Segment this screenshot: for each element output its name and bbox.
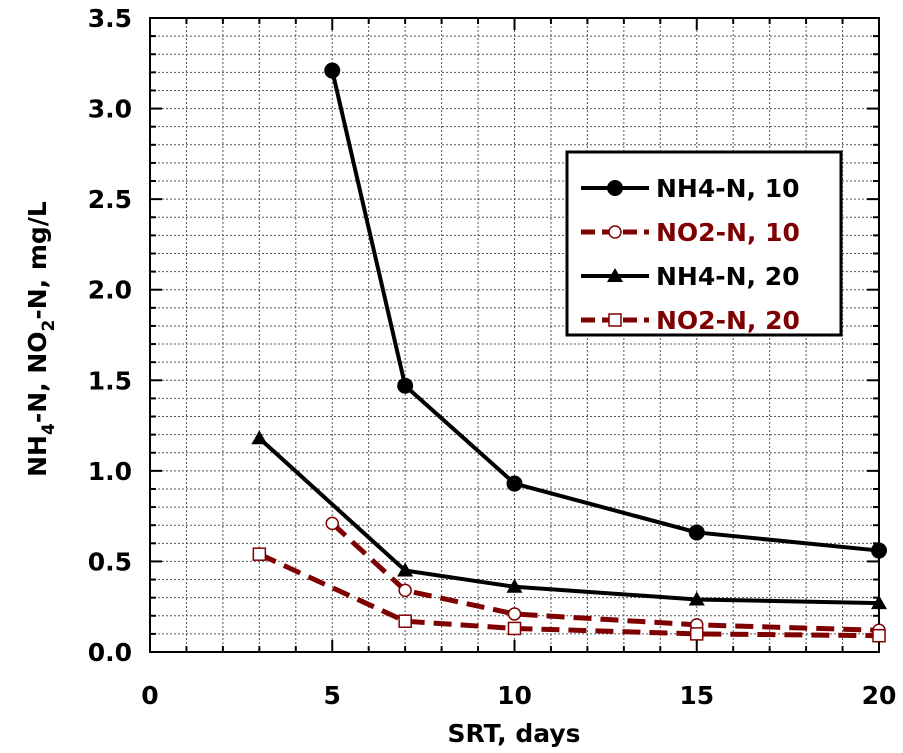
y-tick-label: 0.0: [88, 638, 132, 667]
y-tick-label: 3.0: [88, 95, 132, 124]
x-tick-label: 15: [679, 681, 714, 710]
data-point-nh4-n-20: [397, 562, 414, 577]
y-tick-label: 2.0: [88, 276, 132, 305]
data-point-no2-n-20: [690, 627, 704, 641]
data-point-nh4-n-10: [397, 377, 414, 394]
legend-label-no2-n-10: NO2-N, 10: [656, 218, 800, 247]
legend-marker-nh4-n-10: [607, 180, 623, 196]
x-axis-title: SRT, days: [448, 719, 581, 748]
legend-marker-nh4-n-20: [607, 268, 623, 282]
data-point-nh4-n-10: [871, 542, 887, 559]
data-point-nh4-n-20: [251, 430, 268, 445]
legend-label-no2-n-20: NO2-N, 20: [656, 306, 800, 335]
y-axis-title: NH4-N, NO2-N, mg/L: [23, 201, 59, 477]
series-line-no2-n-10: [330, 521, 880, 633]
plot-frame: [149, 17, 880, 653]
x-tick-label: 0: [141, 681, 158, 710]
legend-label-nh4-n-10: NH4-N, 10: [656, 174, 800, 203]
data-point-no2-n-20: [252, 547, 267, 561]
legend-marker-no2-n-10: [608, 225, 622, 239]
y-tick-label: 1.0: [88, 457, 132, 486]
data-point-nh4-n-20: [871, 595, 887, 610]
data-point-nh4-n-10: [688, 524, 705, 541]
data-point-no2-n-10: [325, 516, 339, 531]
data-point-no2-n-20: [872, 628, 886, 643]
data-point-no2-n-10: [398, 583, 412, 598]
data-point-nh4-n-20: [506, 578, 523, 593]
data-point-no2-n-20: [507, 621, 522, 636]
data-point-nh4-n-10: [506, 475, 523, 492]
data-point-nh4-n-20: [688, 591, 705, 606]
data-point-nh4-n-10: [324, 62, 341, 79]
x-tick-label: 20: [862, 681, 897, 710]
axes: 0 5 10 15 20 0.0 0.5 1.0 1.5 2.0 2.5 3.0 3.5: [88, 4, 897, 710]
y-tick-label: 1.5: [88, 366, 132, 395]
legend-label-nh4-n-20: NH4-N, 20: [656, 262, 800, 291]
y-tick-label: 3.5: [88, 4, 132, 33]
data-point-no2-n-20: [398, 614, 412, 628]
x-tick-label: 10: [497, 681, 532, 710]
legend: NH4-N, 10 NO2-N, 10 NH4-N, 20 NO2-N, 20: [565, 150, 843, 337]
x-tick-label: 5: [324, 681, 341, 710]
data-point-no2-n-10: [507, 607, 522, 621]
y-tick-label: 0.5: [88, 547, 132, 576]
y-tick-label: 2.5: [88, 185, 132, 214]
series-layer: [251, 62, 887, 643]
legend-marker-no2-n-20: [608, 313, 622, 327]
